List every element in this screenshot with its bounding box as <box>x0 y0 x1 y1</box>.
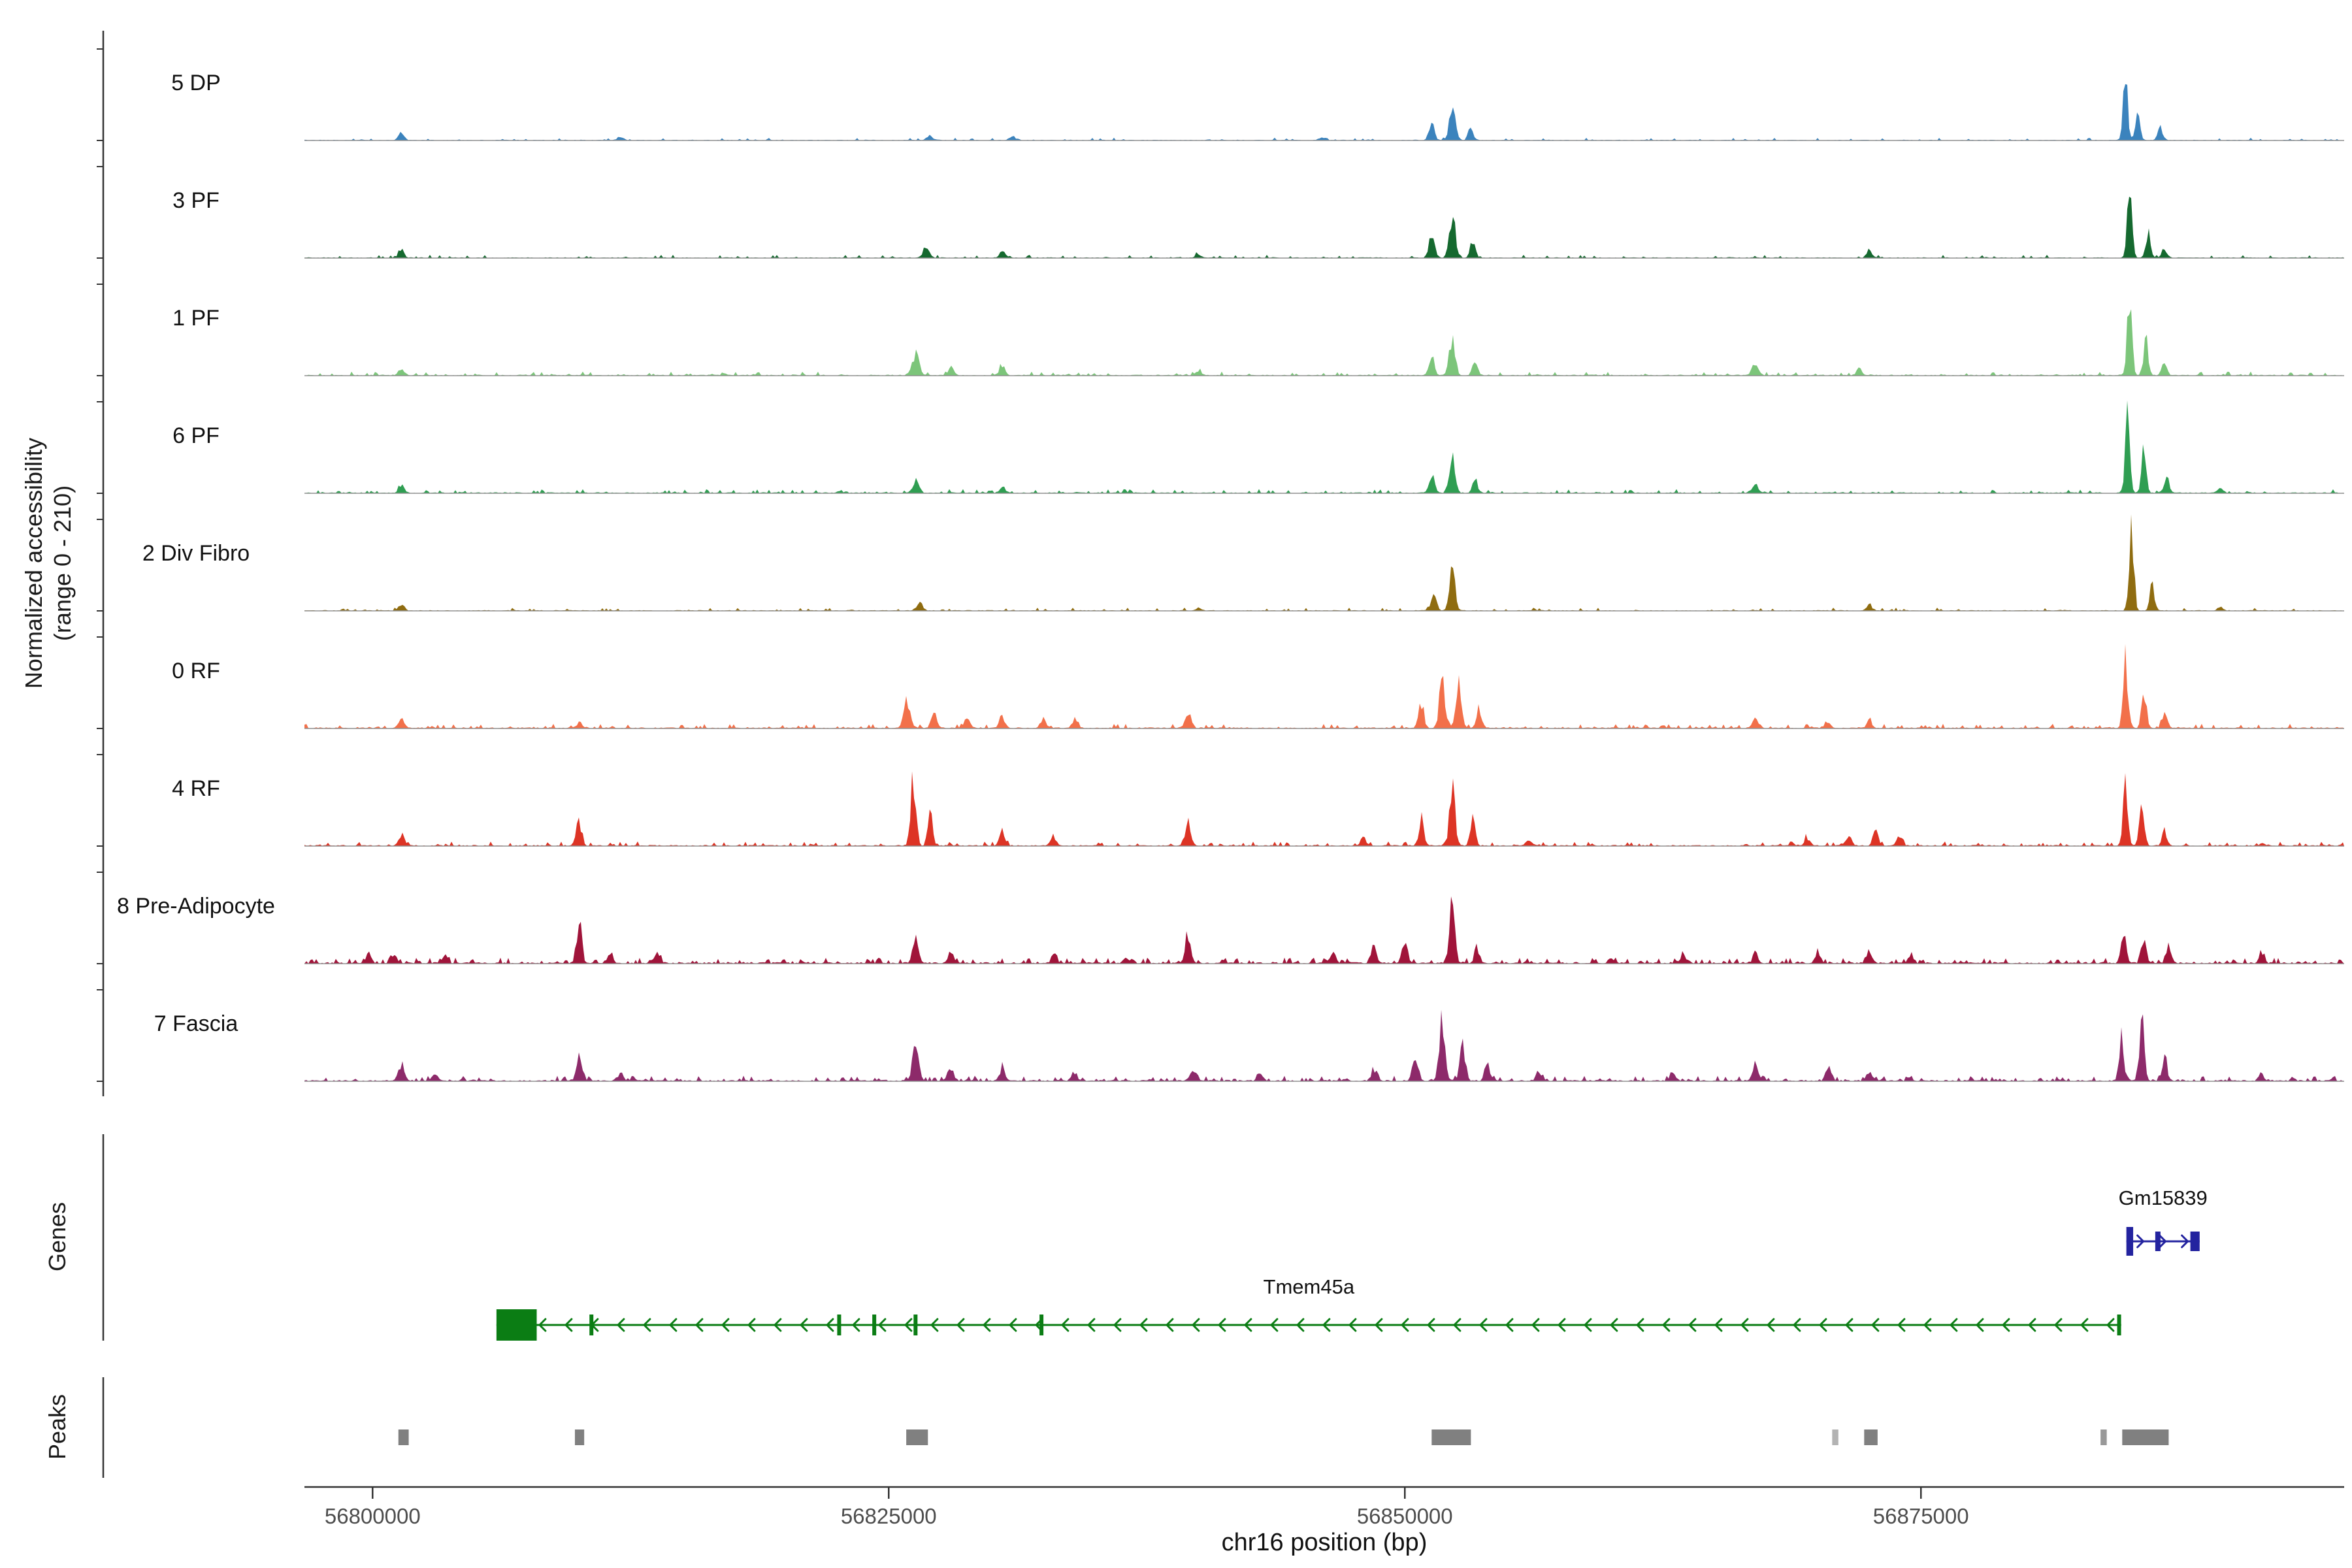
track-label: 2 Div Fibro <box>142 540 250 566</box>
gene-name-label: Gm15839 <box>2119 1186 2208 1209</box>
gene-name-label: Tmem45a <box>1264 1275 1355 1298</box>
peak-region <box>906 1429 928 1445</box>
track-row-2-div-fibro: 2 Div Fibro <box>0 495 2352 612</box>
peak-regions-track <box>398 1429 2169 1445</box>
track-label: 3 PF <box>172 188 220 213</box>
x-tick-label: 56825000 <box>841 1504 937 1528</box>
track-signal <box>304 771 2344 847</box>
track-row-7-fascia: 7 Fascia <box>0 965 2352 1083</box>
track-label: 4 RF <box>172 776 220 801</box>
peak-region <box>2122 1429 2169 1445</box>
genes-section-label: Genes <box>44 1201 71 1272</box>
track-signal <box>304 644 2344 729</box>
track-label: 7 Fascia <box>154 1011 238 1036</box>
track-row-5-dp: 5 DP <box>0 24 2352 142</box>
track-row-8-pre-adipocyte: 8 Pre-Adipocyte <box>0 847 2352 965</box>
track-label: 1 PF <box>172 305 220 331</box>
peak-region <box>1832 1429 1838 1445</box>
track-signal <box>304 896 2344 964</box>
track-row-4-rf: 4 RF <box>0 730 2352 847</box>
track-row-0-rf: 0 RF <box>0 612 2352 730</box>
track-label: 8 Pre-Adipocyte <box>117 893 275 919</box>
track-row-1-pf: 1 PF <box>0 259 2352 377</box>
peak-region <box>1864 1429 1878 1445</box>
x-tick-label: 56875000 <box>1873 1504 1969 1528</box>
gene-model-gm15839: Gm15839 <box>2119 1186 2208 1256</box>
x-axis-title: chr16 position (bp) <box>1221 1529 1428 1556</box>
track-signal <box>304 400 2344 494</box>
x-tick-label: 56850000 <box>1357 1504 1453 1528</box>
gene-model-tmem45a: Tmem45a <box>496 1275 2121 1341</box>
track-signal <box>304 84 2344 141</box>
peak-region <box>398 1429 409 1445</box>
track-label: 0 RF <box>172 658 220 683</box>
track-row-6-pf: 6 PF <box>0 377 2352 495</box>
peak-region <box>574 1429 585 1445</box>
track-signal <box>304 197 2344 259</box>
track-label: 6 PF <box>172 423 220 448</box>
peak-region <box>1431 1429 1471 1445</box>
peaks-section-label: Peaks <box>44 1394 71 1460</box>
peak-region <box>2100 1429 2107 1445</box>
x-tick-label: 56800000 <box>325 1504 421 1528</box>
track-label: 5 DP <box>171 70 221 95</box>
track-row-3-pf: 3 PF <box>0 142 2352 259</box>
track-signal <box>304 309 2344 376</box>
gene-models: Gm15839 Tmem45a <box>496 1186 2208 1341</box>
track-signal <box>304 514 2344 612</box>
track-signal <box>304 1009 2344 1082</box>
